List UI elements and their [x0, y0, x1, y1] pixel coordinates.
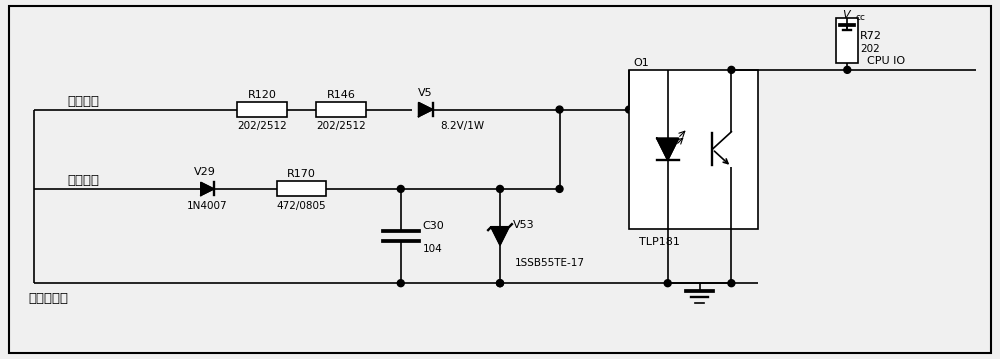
Text: 202/2512: 202/2512: [316, 121, 366, 131]
Circle shape: [497, 280, 503, 287]
Text: R72: R72: [860, 31, 882, 41]
Text: 202: 202: [860, 43, 880, 53]
Text: O1: O1: [633, 58, 649, 68]
Circle shape: [497, 186, 503, 192]
Text: R146: R146: [327, 90, 356, 100]
Text: 1SSB55TE-17: 1SSB55TE-17: [515, 258, 585, 268]
Text: 472/0805: 472/0805: [277, 201, 326, 211]
Circle shape: [728, 280, 735, 287]
Text: 开入电源地: 开入电源地: [29, 292, 69, 305]
Circle shape: [664, 280, 671, 287]
Text: R170: R170: [287, 169, 316, 179]
Circle shape: [556, 106, 563, 113]
Text: 8.2V/1W: 8.2V/1W: [440, 121, 485, 131]
Circle shape: [497, 280, 503, 287]
Circle shape: [728, 66, 735, 73]
Text: C30: C30: [423, 221, 444, 231]
Text: 104: 104: [423, 244, 442, 254]
Text: 202/2512: 202/2512: [237, 121, 287, 131]
Text: 1N4007: 1N4007: [187, 201, 228, 211]
Text: cc: cc: [855, 13, 865, 22]
Bar: [316, 102, 366, 117]
Circle shape: [397, 186, 404, 192]
Text: TLP181: TLP181: [639, 237, 680, 247]
Polygon shape: [491, 227, 509, 245]
Bar: [237, 102, 287, 117]
Bar: [629, 70, 758, 229]
Text: 自检信号: 自检信号: [67, 174, 99, 187]
Circle shape: [397, 280, 404, 287]
Polygon shape: [657, 138, 679, 160]
Polygon shape: [201, 182, 214, 195]
Text: R120: R120: [247, 90, 276, 100]
Text: V53: V53: [513, 220, 535, 230]
Bar: [836, 18, 858, 63]
Text: V29: V29: [194, 167, 216, 177]
Bar: [277, 182, 326, 196]
Circle shape: [556, 186, 563, 192]
Text: 开入信号: 开入信号: [67, 94, 99, 108]
Text: V: V: [842, 10, 850, 20]
Circle shape: [626, 106, 632, 113]
Polygon shape: [419, 103, 433, 116]
Circle shape: [844, 66, 851, 73]
Text: CPU IO: CPU IO: [867, 56, 905, 66]
Text: V5: V5: [418, 88, 433, 98]
